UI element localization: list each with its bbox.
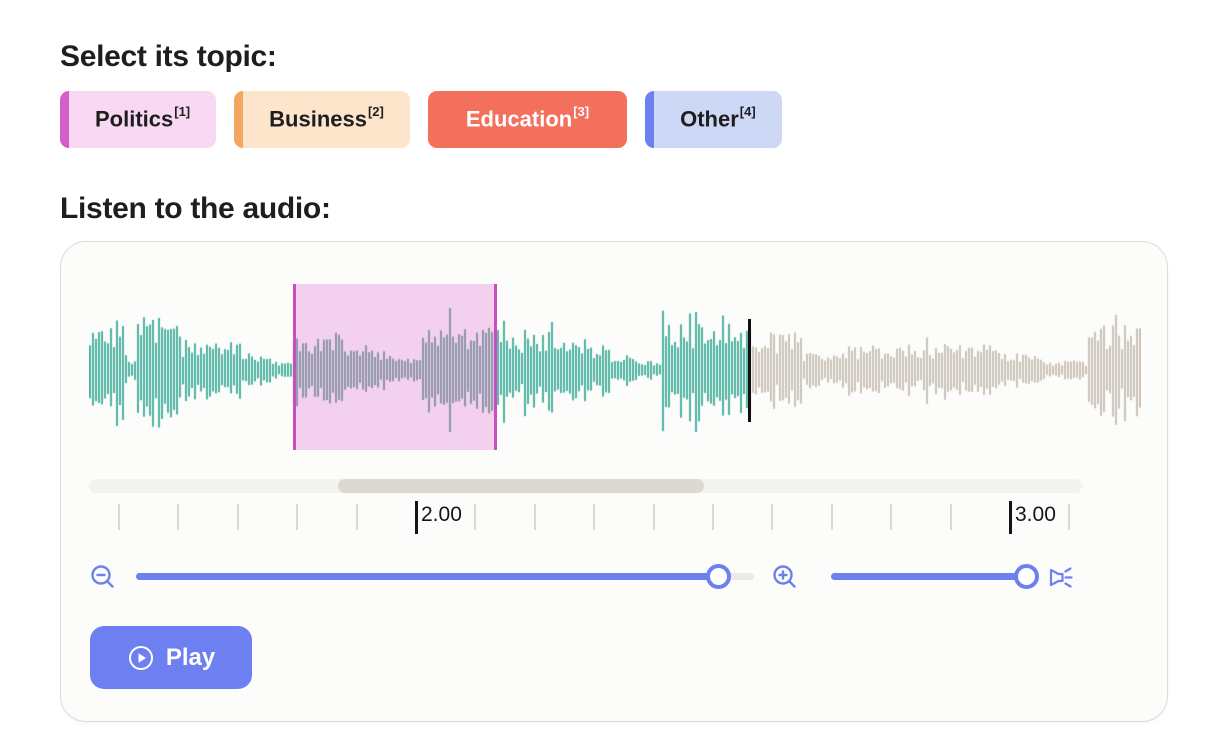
- ruler-minor-tick: [118, 504, 120, 530]
- volume-icon[interactable]: [1046, 562, 1076, 592]
- ruler-major-tick: [1009, 501, 1012, 534]
- scrollbar-thumb[interactable]: [338, 479, 704, 493]
- ruler-minor-tick: [296, 504, 298, 530]
- audio-heading: Listen to the audio:: [60, 192, 331, 225]
- choice-hotkey: [3]: [573, 104, 590, 120]
- choice-label: Other[4]: [680, 104, 756, 132]
- topic-choice-politics[interactable]: Politics[1]: [60, 91, 217, 148]
- choice-label: Politics[1]: [95, 104, 191, 132]
- ruler-minor-tick: [237, 504, 239, 530]
- choice-label: Business[2]: [269, 104, 384, 132]
- play-button[interactable]: Play: [90, 626, 252, 689]
- ruler-time-label: 3.00: [1015, 503, 1056, 526]
- choice-label: Education[3]: [465, 104, 590, 132]
- play-button-label: Play: [165, 643, 216, 671]
- ruler-minor-tick: [356, 504, 358, 530]
- audio-player-panel: 2.00 3.00: [60, 241, 1168, 722]
- waveform-scrollbar[interactable]: [89, 479, 1082, 493]
- playback-cursor[interactable]: [748, 319, 751, 422]
- ruler-minor-tick: [890, 504, 892, 530]
- ruler-minor-tick: [593, 504, 595, 530]
- topic-choice-other[interactable]: Other[4]: [645, 91, 782, 148]
- ruler-time-label: 2.00: [421, 503, 462, 526]
- ruler-major-tick: [415, 501, 418, 534]
- zoom-slider-fill: [136, 573, 718, 580]
- topic-heading: Select its topic:: [60, 40, 277, 73]
- topic-choice-business[interactable]: Business[2]: [234, 91, 410, 148]
- choice-color-bar: [645, 91, 655, 148]
- ruler-minor-tick: [474, 504, 476, 530]
- ruler-minor-tick: [950, 504, 952, 530]
- ruler-minor-tick: [534, 504, 536, 530]
- volume-slider[interactable]: [831, 564, 1039, 589]
- ruler-minor-tick: [771, 504, 773, 530]
- play-icon: [128, 645, 153, 670]
- topic-choice-education[interactable]: Education[3]: [427, 91, 628, 148]
- choice-hotkey: [1]: [174, 104, 191, 120]
- choice-hotkey: [2]: [367, 104, 384, 120]
- zoom-out-icon[interactable]: [88, 562, 118, 592]
- ruler-minor-tick: [177, 504, 179, 530]
- volume-slider-handle[interactable]: [1014, 564, 1039, 589]
- zoom-in-icon[interactable]: [770, 562, 800, 592]
- volume-slider-fill: [831, 573, 1026, 580]
- choice-hotkey: [4]: [739, 104, 756, 120]
- topic-choices: Politics[1] Business[2] Education[3] Other[…: [60, 91, 782, 148]
- ruler-minor-tick: [712, 504, 714, 530]
- waveform[interactable]: [89, 284, 1141, 454]
- choice-color-bar: [60, 91, 69, 148]
- ruler-minor-tick: [653, 504, 655, 530]
- zoom-slider[interactable]: [136, 564, 754, 589]
- zoom-slider-handle[interactable]: [706, 564, 731, 589]
- choice-color-bar: [234, 91, 244, 148]
- ruler-minor-tick: [1068, 504, 1070, 530]
- ruler-minor-tick: [831, 504, 833, 530]
